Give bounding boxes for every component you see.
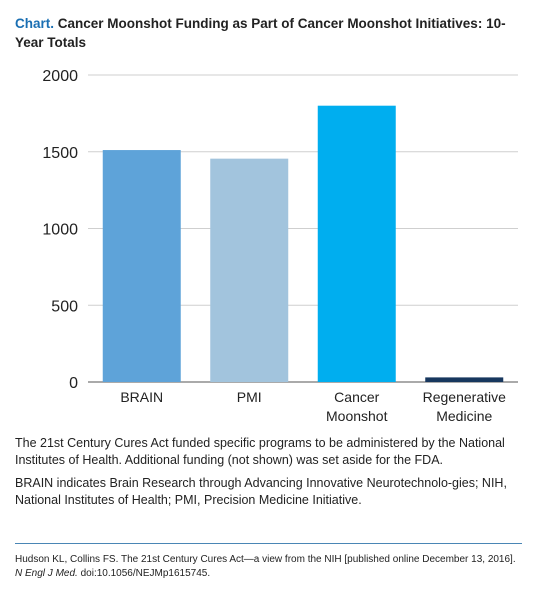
citation-journal: N Engl J Med. [15, 568, 78, 579]
bar-pmi [210, 158, 289, 382]
x-tick-label-cancer-moonshot: Cancer [334, 389, 379, 405]
chart-title-text: Cancer Moonshot Funding as Part of Cance… [15, 16, 506, 50]
y-tick-label-0: 0 [69, 375, 78, 392]
source-divider [15, 543, 522, 544]
note-paragraph-2: BRAIN indicates Brain Research through A… [15, 476, 507, 507]
y-tick-label-1500: 1500 [42, 145, 78, 162]
x-tick-label-brain: BRAIN [120, 389, 163, 405]
source-citation: Hudson KL, Collins FS. The 21st Century … [15, 553, 525, 581]
y-tick-label-500: 500 [51, 298, 78, 315]
bar-brain [102, 150, 181, 382]
bar-chart: 0 500 1000 1500 2000 BRAIN PMI Cancer Moonshot Re… [42, 68, 518, 424]
x-tick-label-cancer-moonshot-line2: Moonshot [326, 408, 388, 424]
chart-title-prefix: Chart. [15, 16, 55, 31]
x-tick-label-regenerative-medicine-line2: Medicine [436, 408, 492, 424]
bar-cancer-moonshot [317, 105, 396, 382]
y-tick-label-2000: 2000 [42, 68, 78, 85]
citation-doi: doi:10.1056/NEJMp1615745. [80, 568, 211, 579]
x-tick-label-pmi: PMI [237, 389, 262, 405]
citation-text: Hudson KL, Collins FS. The 21st Century … [15, 554, 516, 565]
chart-notes: The 21st Century Cures Act funded specif… [15, 435, 525, 515]
y-tick-label-1000: 1000 [42, 222, 78, 239]
chart-title: Chart. Cancer Moonshot Funding as Part o… [15, 14, 525, 52]
x-tick-label-regenerative-medicine: Regenerative [423, 389, 506, 405]
note-paragraph-1: The 21st Century Cures Act funded specif… [15, 436, 505, 467]
bar-regenerative-medicine [425, 377, 504, 382]
